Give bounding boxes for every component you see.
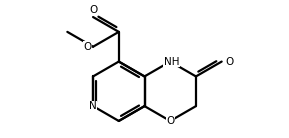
Text: O: O xyxy=(89,5,97,15)
Text: O: O xyxy=(166,116,174,126)
Text: N: N xyxy=(89,101,97,111)
Text: O: O xyxy=(83,42,92,52)
Text: O: O xyxy=(225,57,234,67)
Text: NH: NH xyxy=(164,57,179,67)
